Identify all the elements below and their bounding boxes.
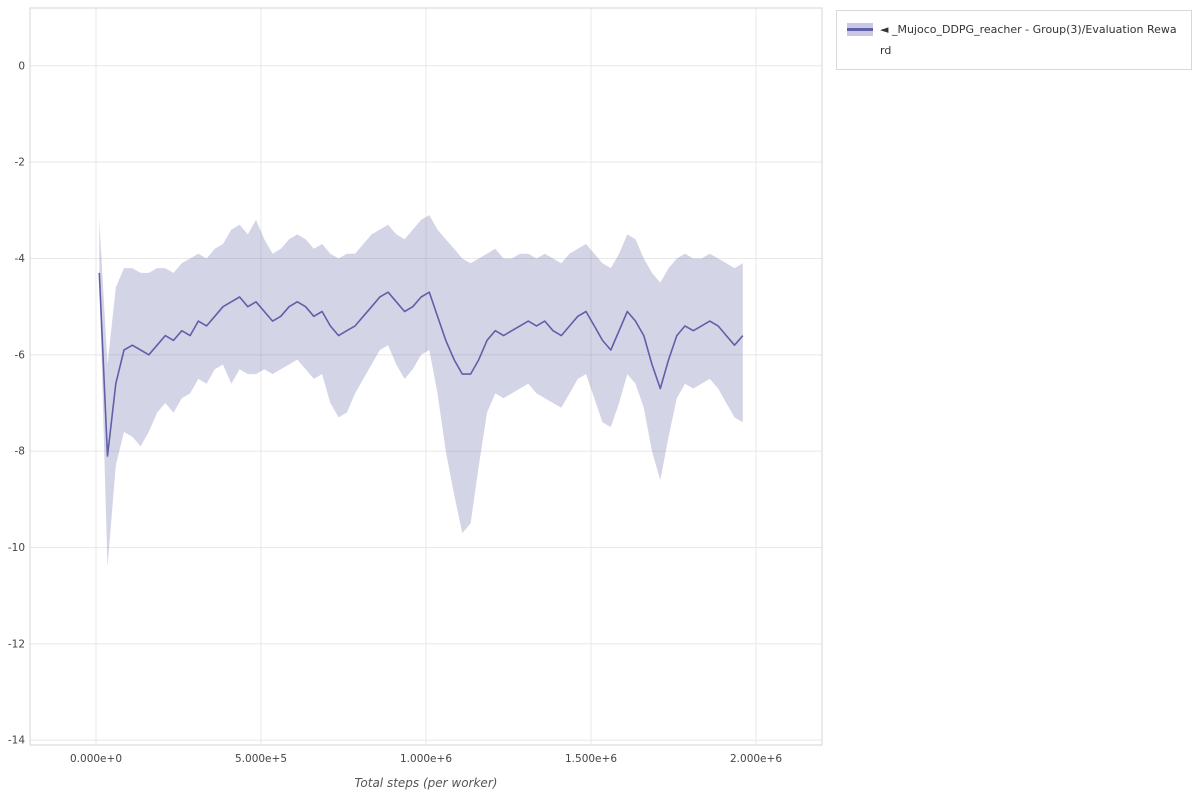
y-tick-label: -2: [15, 157, 25, 169]
y-tick-label: -14: [8, 735, 25, 747]
x-axis-title: Total steps (per worker): [354, 776, 498, 790]
y-tick-label: -8: [15, 446, 25, 458]
y-tick-label: 0: [18, 60, 25, 72]
plot-border: [29, 7, 823, 746]
y-tick-label: -6: [15, 349, 26, 361]
legend-line-icon: [847, 28, 873, 31]
legend[interactable]: ◄ _Mujoco_DDPG_reacher - Group(3)/Evalua…: [836, 10, 1192, 70]
x-tick-label: 5.000e+5: [235, 753, 287, 765]
legend-label: ◄ _Mujoco_DDPG_reacher - Group(3)/Evalua…: [880, 23, 1177, 57]
confidence-band: [99, 215, 743, 567]
x-tick-label: 2.000e+6: [730, 753, 782, 765]
x-tick-label: 1.500e+6: [565, 753, 617, 765]
x-tick-label: 1.000e+6: [400, 753, 452, 765]
y-tick-label: -10: [8, 542, 25, 554]
series-line: [98, 272, 744, 457]
x-tick-label: 0.000e+0: [70, 753, 122, 765]
legend-swatch: [847, 23, 873, 36]
y-tick-label: -4: [15, 253, 26, 265]
y-tick-label: -12: [8, 638, 25, 650]
